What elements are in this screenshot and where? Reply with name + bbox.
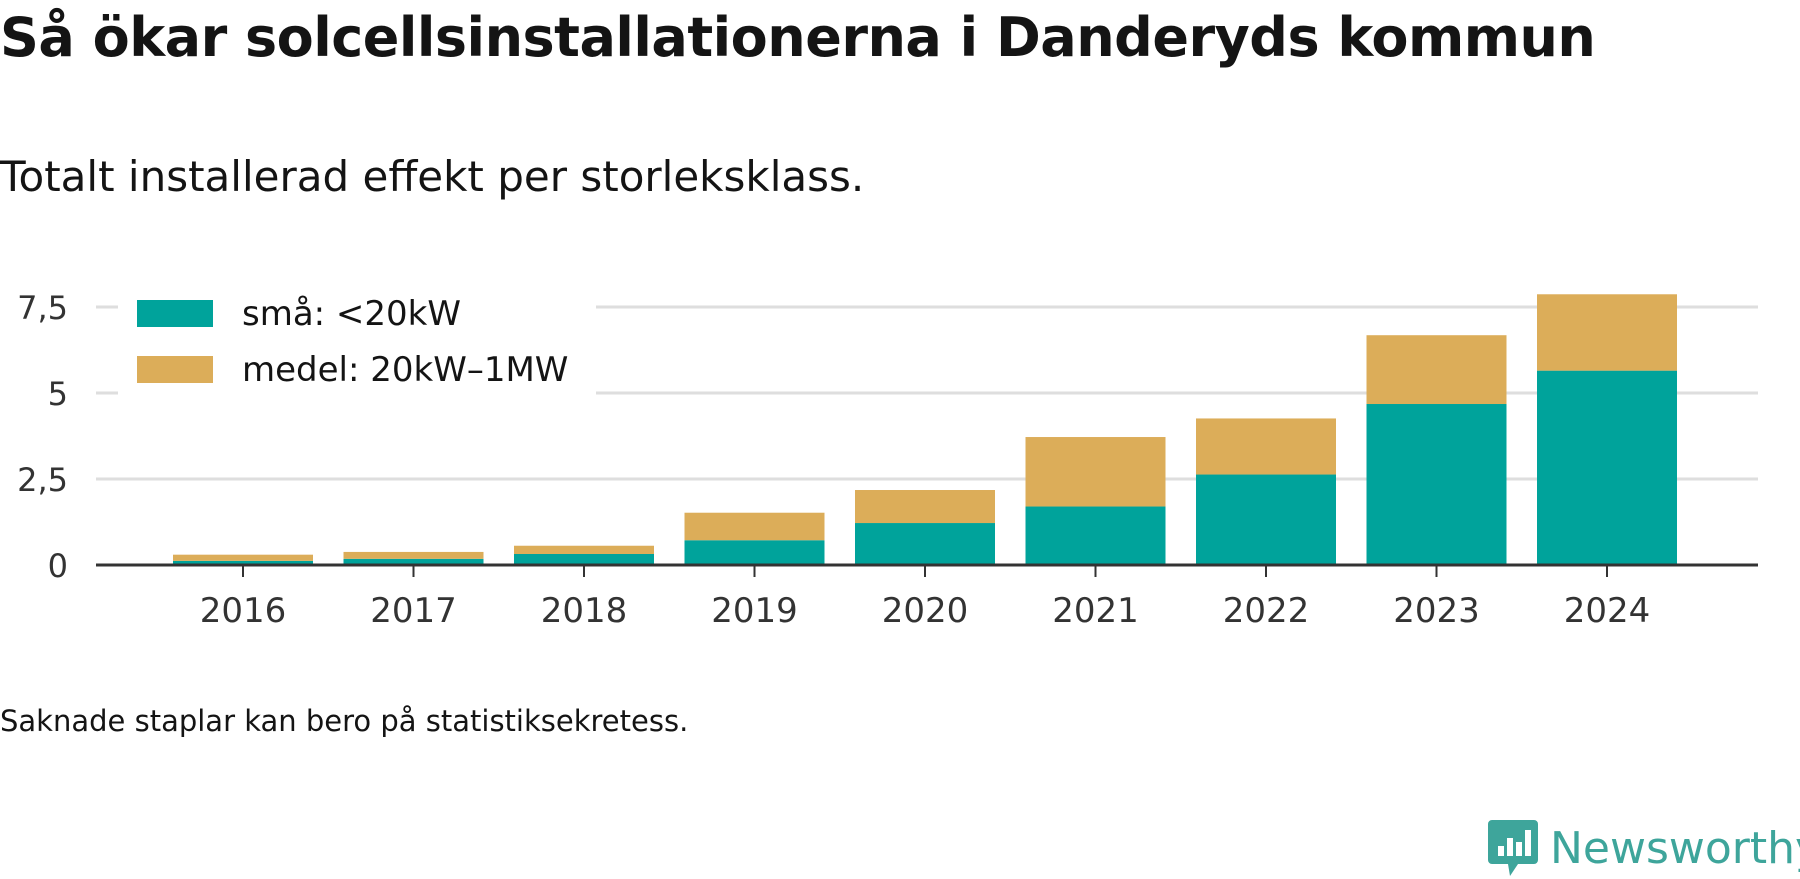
chart-subtitle: Totalt installerad effekt per storlekskl… <box>0 152 865 201</box>
newsworthy-logo-text: Newsworthy <box>1550 822 1800 874</box>
legend-swatch <box>137 300 213 327</box>
x-tick-label: 2018 <box>541 591 628 631</box>
y-tick-label: 7,5 <box>17 289 68 327</box>
y-tick-label: 2,5 <box>17 461 68 499</box>
x-tick-label: 2022 <box>1223 591 1310 631</box>
x-tick-label: 2021 <box>1052 591 1139 631</box>
bar-segment <box>1196 474 1336 565</box>
bar-segment <box>514 553 654 565</box>
chart-title: Så ökar solcellsinstallationerna i Dande… <box>0 6 1596 69</box>
bar-segment <box>1366 335 1507 405</box>
bar-segment <box>855 523 995 565</box>
x-tick-label: 2016 <box>200 591 287 631</box>
bar-segment <box>684 512 825 541</box>
bar-segment <box>1196 418 1336 475</box>
newsworthy-logo-icon <box>1488 820 1538 876</box>
chart-footnote: Saknade staplar kan bero på statistiksek… <box>0 704 689 738</box>
bar-segment <box>514 545 654 554</box>
x-tick-label: 2024 <box>1564 591 1651 631</box>
x-tick-label: 2019 <box>711 591 798 631</box>
legend-swatch <box>137 356 213 383</box>
bar-segment <box>343 551 484 559</box>
bar-segment <box>173 554 313 561</box>
legend-label: medel: 20kW–1MW <box>242 350 568 390</box>
y-tick-label: 0 <box>48 547 68 585</box>
bar-segment <box>1366 404 1507 565</box>
stacked-bar-chart: 0 2,5 5 7,5 2016 2017 2018 2019 2020 2021 2022 2023… <box>17 289 1758 631</box>
bar-segment <box>1537 370 1677 565</box>
bar-segment <box>1025 506 1166 565</box>
newsworthy-logo: Newsworthy <box>1488 820 1800 876</box>
legend-label: små: <20kW <box>242 294 461 334</box>
bar-segment <box>684 540 825 565</box>
x-tick-label: 2020 <box>882 591 969 631</box>
bar-segment <box>173 560 313 565</box>
y-tick-label: 5 <box>48 375 68 413</box>
bar-segment <box>855 490 995 524</box>
x-tick-label: 2017 <box>370 591 457 631</box>
bar-segment <box>343 558 484 565</box>
bar-segment <box>1537 294 1677 371</box>
bar-segment <box>1025 437 1166 507</box>
x-tick-label: 2023 <box>1393 591 1480 631</box>
